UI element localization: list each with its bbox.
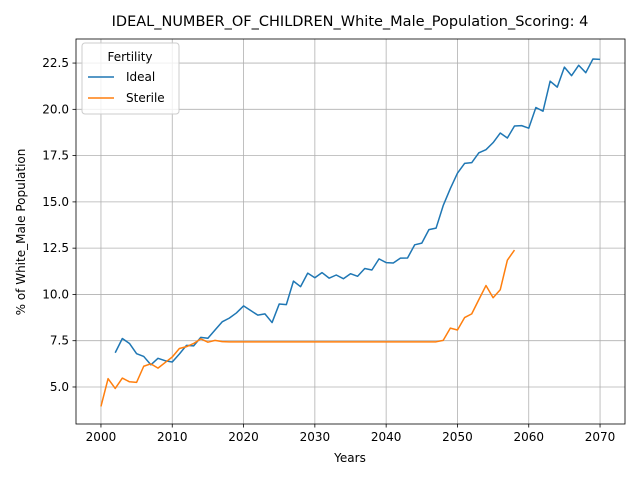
series-lines bbox=[100, 58, 601, 407]
y-tick-label: 12.5 bbox=[42, 241, 69, 255]
x-tick-label: 2020 bbox=[228, 430, 259, 444]
series-line-ideal bbox=[114, 58, 601, 366]
y-tick-label: 7.5 bbox=[50, 334, 69, 348]
x-tick-label: 2060 bbox=[513, 430, 544, 444]
chart-title: IDEAL_NUMBER_OF_CHILDREN_White_Male_Popu… bbox=[112, 14, 589, 30]
x-tick-label: 2040 bbox=[371, 430, 402, 444]
y-tick-label: 20.0 bbox=[42, 102, 69, 116]
plot-frame bbox=[75, 38, 626, 425]
y-tick-label: 22.5 bbox=[42, 56, 69, 70]
y-tick-label: 17.5 bbox=[42, 149, 69, 163]
y-tick-label: 15.0 bbox=[42, 195, 69, 209]
y-tick-label: 5.0 bbox=[50, 380, 69, 394]
y-tick-label: 10.0 bbox=[42, 287, 69, 301]
x-axis-label: Years bbox=[333, 451, 366, 465]
y-axis-label: % of White_Male Population bbox=[14, 149, 28, 316]
x-tick-label: 2000 bbox=[86, 430, 117, 444]
legend: Fertility Ideal Sterile bbox=[81, 42, 180, 115]
x-tick-label: 2010 bbox=[157, 430, 188, 444]
legend-frame bbox=[81, 42, 180, 115]
x-tick-label: 2050 bbox=[442, 430, 473, 444]
axes: 2000 2010 2020 2030 2040 2050 2060 2070 5.0 7.5 10… bbox=[42, 38, 626, 444]
legend-label-sterile: Sterile bbox=[126, 91, 165, 105]
grid-lines bbox=[76, 39, 625, 424]
x-tick-label: 2070 bbox=[585, 430, 616, 444]
x-tick-label: 2030 bbox=[300, 430, 331, 444]
series-line-sterile bbox=[100, 249, 516, 407]
legend-label-ideal: Ideal bbox=[126, 70, 155, 84]
legend-title: Fertility bbox=[107, 50, 152, 64]
